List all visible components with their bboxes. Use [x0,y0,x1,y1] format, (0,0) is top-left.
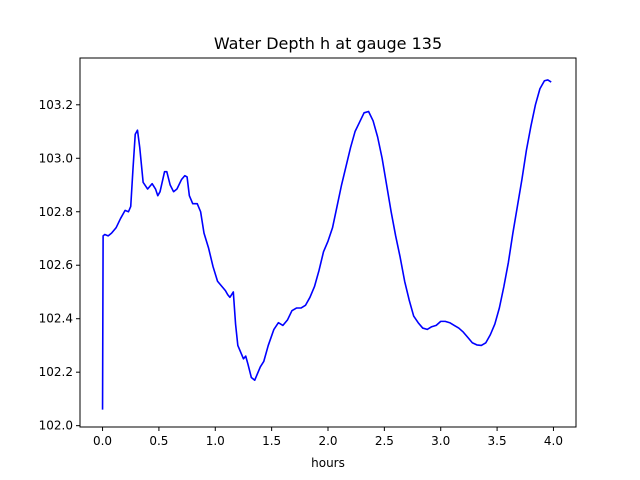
x-tick-label: 0.5 [149,434,168,448]
x-tick-label: 1.0 [206,434,225,448]
x-tick-label: 4.0 [544,434,563,448]
x-tick-label: 3.5 [488,434,507,448]
x-tick-label: 2.0 [318,434,337,448]
x-tick-label: 2.5 [375,434,394,448]
y-tick-label: 102.8 [39,205,73,219]
y-tick-label: 103.0 [39,151,73,165]
series-line-water-depth [101,79,552,410]
chart-title: Water Depth h at gauge 135 [214,34,442,53]
x-axis-label: hours [311,456,345,470]
y-tick-label: 102.6 [39,258,73,272]
x-tick-label: 3.0 [431,434,450,448]
y-tick-label: 103.2 [39,98,73,112]
y-tick-label: 102.0 [39,419,73,433]
x-tick-label: 1.5 [262,434,281,448]
x-tick-label: 0.0 [93,434,112,448]
plot-area: 0.0 0.5 1.0 1.5 2.0 2.5 3.0 3.5 4.0 102.0 102.2 102… [39,79,563,448]
y-tick-label: 102.4 [39,312,73,326]
plot-frame [79,57,577,428]
y-tick-label: 102.2 [39,365,73,379]
